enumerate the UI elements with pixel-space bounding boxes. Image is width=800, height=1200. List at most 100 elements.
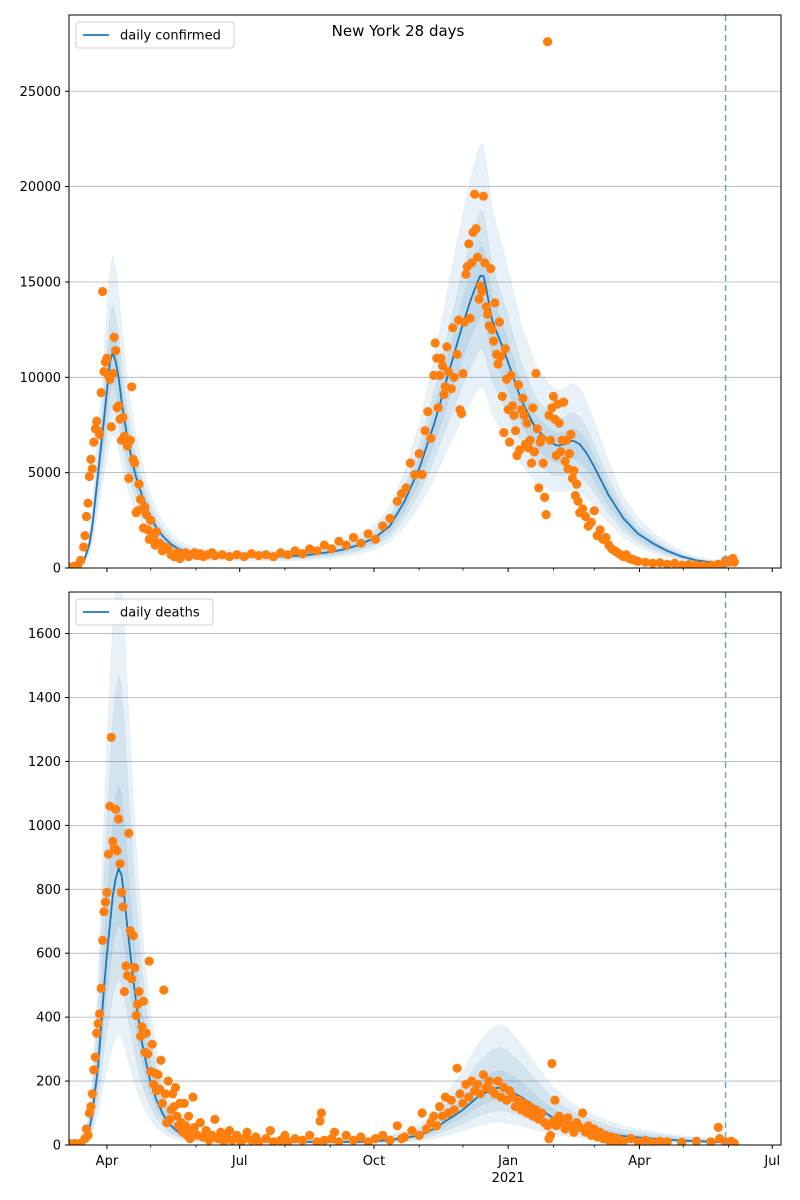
data-point	[378, 521, 388, 531]
data-point	[86, 1102, 96, 1112]
y-tick-label: 1600	[28, 627, 61, 642]
y-tick-label: 800	[36, 883, 61, 898]
data-point	[102, 353, 112, 363]
data-point	[640, 1135, 650, 1145]
data-point	[417, 470, 427, 480]
data-point	[414, 449, 424, 459]
data-point	[268, 1137, 278, 1145]
data-point	[563, 1113, 573, 1123]
data-point	[93, 1018, 103, 1029]
data-point	[392, 1121, 402, 1131]
x-year-label: 2021	[492, 1171, 525, 1186]
data-point	[329, 1127, 340, 1137]
data-point	[165, 1114, 175, 1124]
data-point	[210, 1114, 220, 1124]
data-point	[410, 470, 420, 480]
data-point	[356, 538, 366, 548]
data-point	[430, 338, 440, 348]
data-point	[493, 1076, 503, 1086]
y-tick-label: 600	[36, 947, 61, 962]
plot-frame	[68, 14, 782, 569]
data-point	[254, 1137, 264, 1145]
data-point	[578, 1108, 588, 1118]
data-point	[442, 342, 452, 352]
data-point	[119, 987, 129, 997]
data-point	[559, 397, 569, 407]
data-point	[414, 1130, 424, 1140]
data-point	[446, 384, 456, 394]
data-point	[532, 424, 542, 434]
data-point	[89, 1065, 99, 1075]
data-point	[626, 1134, 636, 1144]
data-point	[435, 370, 445, 380]
data-point	[334, 1137, 344, 1145]
data-point	[433, 403, 443, 413]
x-tick-label: Jul	[763, 1154, 780, 1169]
data-point	[490, 298, 500, 308]
data-point	[478, 1070, 488, 1080]
y-tick-label: 1400	[28, 691, 61, 706]
data-point	[95, 1009, 105, 1019]
data-point	[102, 887, 112, 898]
data-point	[713, 1122, 723, 1132]
data-point	[515, 445, 525, 455]
data-point	[580, 511, 591, 522]
data-point	[224, 552, 235, 562]
data-point	[662, 559, 672, 568]
data-point	[141, 1028, 151, 1038]
data-point	[706, 1137, 716, 1145]
data-point	[276, 548, 286, 558]
data-point	[500, 344, 510, 354]
data-point	[489, 336, 499, 346]
data-point	[121, 961, 131, 971]
data-point	[385, 513, 395, 524]
data-point	[572, 479, 582, 489]
data-point	[538, 458, 548, 468]
data-point	[472, 252, 483, 262]
data-point	[283, 550, 293, 560]
data-point	[677, 560, 687, 568]
data-point	[195, 1118, 205, 1128]
data-point	[232, 1130, 242, 1140]
deaths-panel: 0 200 400 600 800 1000 1200 1400 1600 Apr Jul Oct Ja…	[28, 591, 782, 1186]
data-point	[472, 1079, 483, 1089]
data-point	[537, 433, 547, 443]
data-point	[618, 1137, 628, 1145]
data-point	[232, 550, 242, 560]
data-point	[465, 313, 475, 323]
data-point	[458, 1098, 468, 1108]
data-point	[543, 37, 553, 47]
data-point	[261, 1134, 271, 1144]
data-point	[493, 359, 503, 369]
data-point	[147, 1039, 157, 1049]
data-point	[513, 380, 524, 390]
data-point	[118, 902, 128, 912]
data-point	[79, 542, 89, 552]
data-point	[540, 492, 550, 502]
data-point	[432, 1121, 442, 1131]
data-point	[146, 515, 156, 525]
data-point	[128, 931, 138, 941]
data-point	[662, 1137, 672, 1145]
data-point	[103, 849, 113, 859]
data-point	[548, 391, 559, 401]
data-point	[76, 555, 86, 566]
data-point	[484, 1076, 494, 1086]
data-point	[210, 551, 220, 561]
data-point	[130, 963, 140, 973]
data-point	[566, 429, 576, 440]
data-point	[400, 1132, 410, 1142]
data-point	[130, 458, 140, 468]
data-point	[691, 1136, 701, 1145]
data-point	[356, 1132, 366, 1142]
data-point	[633, 556, 643, 566]
data-point	[509, 410, 519, 420]
data-point	[439, 389, 449, 400]
data-point	[290, 546, 300, 556]
data-point	[160, 1089, 170, 1099]
data-point	[98, 935, 108, 946]
data-point	[452, 349, 462, 359]
data-point	[519, 410, 529, 420]
legend: daily deaths	[75, 598, 214, 626]
data-point	[153, 1070, 163, 1080]
